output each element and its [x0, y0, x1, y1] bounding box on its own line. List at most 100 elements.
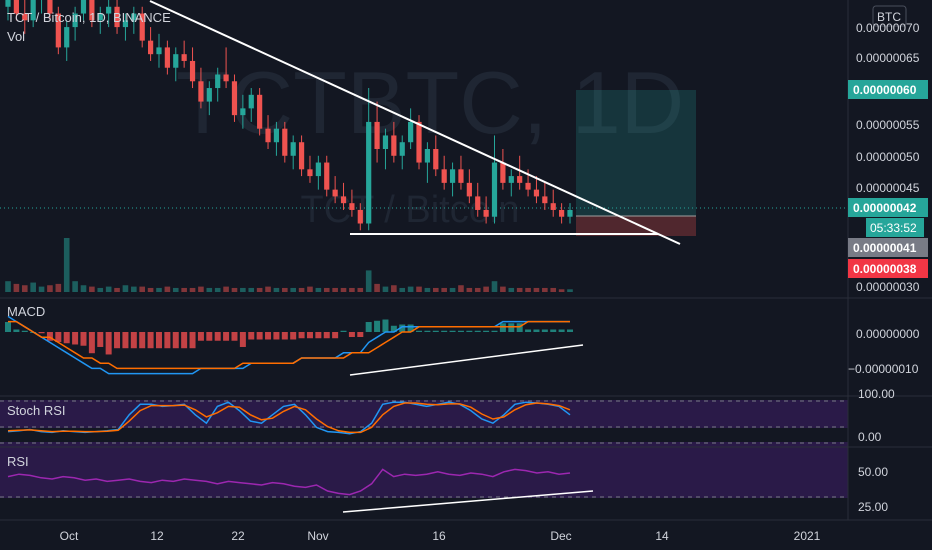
macd-histogram-bar — [290, 332, 297, 340]
macd-histogram-bar — [457, 330, 464, 332]
rsi-tick: 25.00 — [858, 500, 888, 514]
candle-body — [349, 203, 355, 210]
stoch-d-line — [7, 402, 571, 434]
stoch-tick: 0.00 — [858, 430, 882, 444]
candle-body — [215, 74, 221, 89]
volume-bar — [382, 286, 389, 292]
rsi-line — [7, 468, 571, 496]
macd-histogram-bar — [332, 332, 339, 339]
macd-divergence-line[interactable] — [349, 344, 584, 376]
macd-histogram-bar — [223, 332, 230, 341]
volume-bar — [63, 238, 70, 292]
candle-body — [324, 162, 330, 190]
macd-histogram-bar — [55, 332, 62, 342]
candle-body — [517, 176, 523, 183]
macd-histogram-bar — [80, 332, 87, 346]
stop-zone — [576, 216, 696, 236]
candle-body — [525, 182, 531, 190]
macd-histogram-bar — [256, 332, 263, 340]
volume-bar — [500, 286, 506, 292]
volume-bar — [558, 289, 565, 292]
candle-body — [340, 196, 347, 204]
target-zone — [576, 90, 696, 216]
candle-body — [466, 182, 472, 197]
volume-label: Vol — [7, 29, 25, 44]
volume-bar — [30, 282, 36, 292]
candle-body — [408, 121, 414, 143]
volume-bar — [357, 287, 364, 292]
volume-bar — [298, 287, 305, 292]
macd-histogram-bar — [533, 329, 540, 332]
volume-bar — [240, 287, 246, 292]
candle-body — [223, 74, 229, 82]
countdown-tag-box — [866, 218, 924, 237]
candle-body — [290, 142, 296, 156]
candle-body — [106, 6, 112, 14]
volume-bar — [449, 287, 456, 292]
target-price-tag: 0.00000060 — [853, 83, 917, 97]
price-tick: 0.00000065 — [856, 51, 920, 65]
macd-histogram-bar — [407, 324, 414, 332]
volume-bar — [533, 287, 540, 292]
volume-bar — [47, 285, 53, 292]
candles — [5, 0, 573, 231]
current-price-tag: 0.00000042 — [853, 201, 917, 215]
volume-bar — [189, 287, 196, 292]
macd-histogram-bar — [374, 320, 381, 332]
volume-bar — [307, 286, 313, 292]
currency-badge[interactable]: BTC — [877, 10, 901, 24]
volume-bar — [550, 287, 557, 292]
candle-body — [357, 209, 363, 224]
volume-bar — [491, 281, 498, 292]
macd-histogram — [5, 319, 573, 355]
rsi-divergence-line[interactable] — [342, 490, 594, 513]
volume-bar — [139, 286, 146, 292]
macd-histogram-bar — [390, 325, 397, 332]
volume-bar — [72, 281, 78, 292]
currency-badge-box[interactable] — [872, 5, 907, 27]
macd-histogram-bar — [189, 332, 196, 349]
candle-body — [424, 149, 431, 163]
candle-body — [97, 13, 103, 21]
volume-bar — [458, 285, 464, 292]
rsi-title: RSI — [7, 454, 29, 469]
macd-histogram-bar — [181, 332, 188, 349]
volume-bar — [97, 287, 104, 292]
price-tick: 0.00000045 — [856, 181, 920, 195]
macd-histogram-bar — [21, 330, 28, 332]
stoch-tick: 100.00 — [858, 387, 895, 401]
macd-histogram-bar — [424, 330, 431, 332]
macd-histogram-bar — [155, 332, 162, 349]
macd-histogram-bar — [558, 329, 565, 332]
volume-bar — [282, 287, 288, 292]
volume-bar — [223, 286, 229, 292]
macd-histogram-bar — [516, 323, 523, 332]
volume-bar — [89, 286, 95, 292]
macd-histogram-bar — [88, 332, 95, 354]
volume-bar — [231, 287, 238, 292]
candle-body — [139, 13, 145, 41]
candle-body — [248, 94, 254, 109]
volume-bar — [432, 287, 439, 292]
macd-histogram-bar — [197, 332, 204, 341]
candle-body — [72, 13, 78, 28]
volume-bar — [114, 287, 120, 292]
descending-trendline[interactable] — [149, 0, 681, 245]
candle-body — [64, 27, 70, 48]
macd-histogram-bar — [97, 332, 104, 347]
volume-bar — [13, 283, 20, 292]
candle-body — [257, 94, 263, 129]
volume-bar — [508, 287, 515, 292]
time-tick: 22 — [231, 529, 245, 543]
candle-body — [282, 128, 288, 156]
volume-bars — [5, 238, 573, 292]
macd-histogram-bar — [348, 332, 355, 337]
candle-body — [231, 81, 238, 116]
volume-bar — [399, 287, 406, 292]
candle-body — [542, 196, 548, 204]
macd-histogram-bar — [525, 329, 532, 332]
stop-price-tag-box — [848, 259, 928, 278]
candle-body — [5, 0, 11, 7]
candle-body — [491, 162, 498, 217]
candle-body — [366, 121, 372, 224]
